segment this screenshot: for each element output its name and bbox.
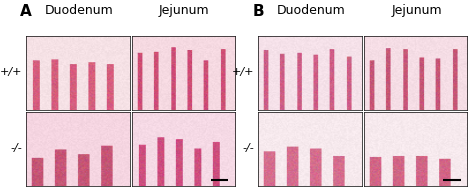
Text: Duodenum: Duodenum [277,4,346,17]
Text: -/-: -/- [10,143,22,153]
Text: Jejunum: Jejunum [159,4,210,17]
Text: +/+: +/+ [0,67,22,77]
Text: Duodenum: Duodenum [45,4,113,17]
Text: -/-: -/- [243,143,255,153]
Text: Jejunum: Jejunum [391,4,442,17]
Text: B: B [253,4,264,19]
Text: +/+: +/+ [232,67,255,77]
Text: A: A [20,4,32,19]
